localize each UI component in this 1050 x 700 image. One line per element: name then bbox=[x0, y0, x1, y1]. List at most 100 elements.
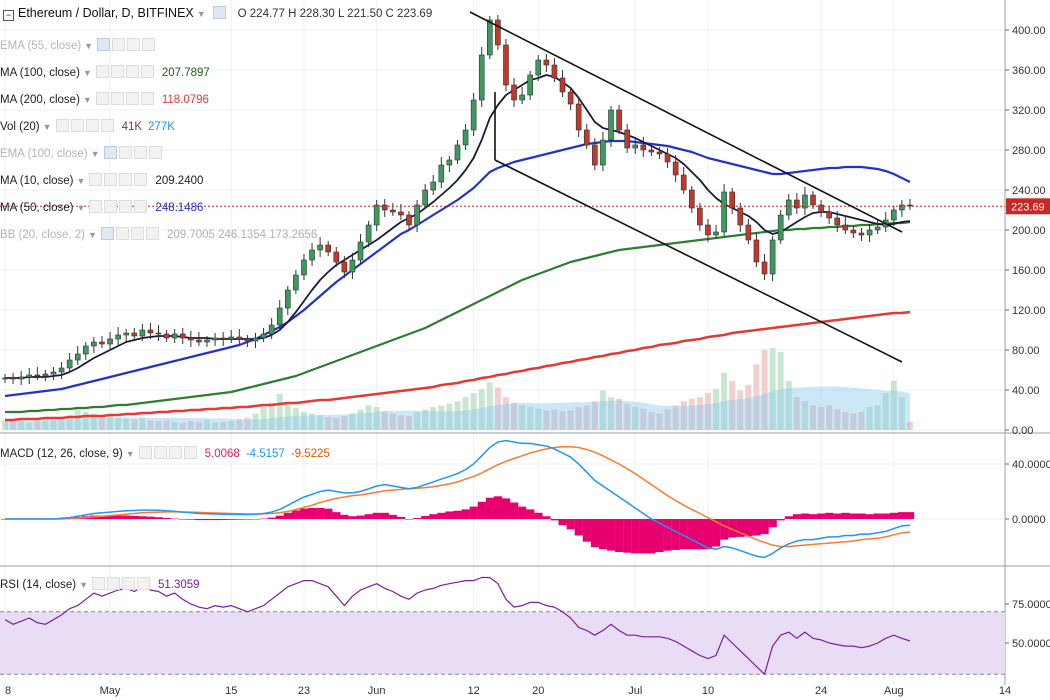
candle-body bbox=[592, 144, 598, 166]
candle-body bbox=[325, 244, 332, 253]
legend-buttons[interactable] bbox=[89, 173, 149, 190]
eye-icon[interactable] bbox=[95, 92, 109, 105]
close-icon[interactable] bbox=[136, 577, 150, 590]
close-icon[interactable] bbox=[100, 119, 114, 132]
plus-icon[interactable] bbox=[127, 38, 141, 51]
close-icon[interactable] bbox=[148, 146, 162, 159]
candle-body bbox=[890, 209, 897, 221]
settings-icon[interactable] bbox=[213, 6, 227, 19]
close-icon[interactable] bbox=[145, 227, 159, 240]
plus-icon[interactable] bbox=[119, 200, 133, 213]
legend-buttons[interactable] bbox=[95, 92, 156, 109]
candlesticks[interactable] bbox=[0, 15, 1005, 385]
eye-icon[interactable] bbox=[89, 173, 103, 186]
legend-buttons[interactable] bbox=[97, 38, 157, 55]
close-icon[interactable] bbox=[140, 92, 154, 105]
chevron-down-icon[interactable]: ▼ bbox=[196, 9, 206, 19]
legend-row-ma100[interactable]: MA (100, close) ▼ 207.7897 bbox=[0, 65, 210, 82]
settings-icon[interactable] bbox=[115, 227, 129, 240]
candle-body bbox=[721, 191, 727, 233]
legend-row-ma10[interactable]: MA (10, close) ▼ 209.2400 bbox=[0, 173, 203, 190]
chevron-down-icon[interactable]: ▼ bbox=[90, 149, 100, 159]
settings-icon[interactable] bbox=[118, 146, 132, 159]
chevron-down-icon[interactable]: ▼ bbox=[76, 203, 86, 213]
legend-row-ma50[interactable]: MA (50, close) ▼ 248.1486 bbox=[0, 200, 203, 217]
settings-icon[interactable] bbox=[112, 38, 126, 51]
settings-icon[interactable] bbox=[153, 446, 167, 459]
eye-icon[interactable] bbox=[91, 577, 105, 590]
legend-row-bb20[interactable]: BB (20, close, 2) ▼ 209.7005 246.1354 173.… bbox=[0, 227, 317, 244]
legend-buttons[interactable] bbox=[55, 119, 116, 136]
rsi-legend[interactable]: RSI (14, close) ▼ 51.3059 bbox=[0, 577, 200, 594]
macd-legend[interactable]: MACD (12, 26, close, 9) ▼ 5.0068 -4.5157 -9.… bbox=[0, 446, 330, 463]
plus-icon[interactable] bbox=[125, 65, 139, 78]
eye-icon[interactable] bbox=[100, 227, 114, 240]
title-buttons[interactable] bbox=[213, 6, 228, 22]
plus-icon[interactable] bbox=[119, 173, 133, 186]
settings-icon[interactable] bbox=[104, 200, 118, 213]
chevron-down-icon[interactable]: ▼ bbox=[82, 68, 92, 78]
plus-icon[interactable] bbox=[168, 446, 182, 459]
volume-bar bbox=[470, 393, 477, 430]
close-icon[interactable] bbox=[142, 38, 156, 51]
time-tick-label: May bbox=[100, 685, 121, 697]
chevron-down-icon[interactable]: ▼ bbox=[84, 41, 94, 51]
legend-buttons[interactable] bbox=[138, 446, 199, 463]
macd-histogram-bar bbox=[211, 519, 220, 521]
candle-body bbox=[268, 324, 275, 335]
legend-buttons[interactable] bbox=[95, 65, 156, 82]
legend-row-vol20[interactable]: Vol (20) ▼ 41K 277K bbox=[0, 119, 175, 136]
macd-histogram-bar bbox=[744, 519, 753, 537]
close-icon[interactable] bbox=[134, 173, 148, 186]
rsi-pane[interactable] bbox=[0, 576, 1005, 675]
ma200-line bbox=[5, 310, 911, 422]
chevron-down-icon[interactable]: ▼ bbox=[125, 449, 135, 459]
trend-channel-drawing[interactable] bbox=[469, 11, 903, 363]
eye-icon[interactable] bbox=[89, 200, 103, 213]
close-icon[interactable] bbox=[183, 446, 197, 459]
settings-icon[interactable] bbox=[110, 65, 124, 78]
chevron-down-icon[interactable]: ▼ bbox=[79, 580, 88, 590]
close-icon[interactable] bbox=[134, 200, 148, 213]
legend-row-ma200[interactable]: MA (200, close) ▼ 118.0796 bbox=[0, 92, 209, 109]
legend-buttons[interactable] bbox=[103, 146, 164, 163]
eye-icon[interactable] bbox=[103, 146, 117, 159]
price-axis[interactable]: 400.00 360.00 320.00 280.00 240.00 200.00 160.… bbox=[1005, 25, 1050, 650]
legend-name: MACD (12, 26, close, 9) bbox=[0, 448, 123, 460]
macd-pane[interactable] bbox=[1, 439, 915, 559]
rsi-band bbox=[0, 611, 1005, 675]
volume-bar bbox=[785, 380, 792, 430]
time-axis[interactable]: 8 May 15 23 Jun 12 20 Jul 10 24 Aug 14 bbox=[5, 685, 1011, 697]
legend-row-ema100[interactable]: EMA (100, close) ▼ bbox=[0, 146, 164, 163]
chevron-down-icon[interactable]: ▼ bbox=[76, 176, 86, 186]
plus-icon[interactable] bbox=[130, 227, 144, 240]
legend-buttons[interactable] bbox=[100, 227, 161, 244]
candle-body bbox=[83, 345, 89, 355]
settings-icon[interactable] bbox=[70, 119, 84, 132]
plus-icon[interactable] bbox=[125, 92, 139, 105]
macd-histogram-bar bbox=[372, 512, 381, 519]
chevron-down-icon[interactable]: ▼ bbox=[82, 95, 92, 105]
close-icon[interactable] bbox=[140, 65, 154, 78]
symbol-title[interactable]: − Ethereum / Dollar, D, BITFINEX ▼ O 224.7… bbox=[0, 6, 432, 22]
volume-bar bbox=[179, 422, 186, 430]
legend-buttons[interactable] bbox=[91, 577, 152, 594]
chevron-down-icon[interactable]: ▼ bbox=[88, 230, 97, 240]
settings-icon[interactable] bbox=[106, 577, 120, 590]
chevron-down-icon[interactable]: ▼ bbox=[42, 122, 52, 132]
eye-icon[interactable] bbox=[97, 38, 111, 51]
eye-icon[interactable] bbox=[138, 446, 152, 459]
volume-bar bbox=[640, 408, 647, 430]
collapse-icon[interactable]: − bbox=[3, 10, 14, 21]
legend-row-ema55[interactable]: EMA (55, close) ▼ bbox=[0, 38, 157, 55]
macd-histogram-bar bbox=[332, 512, 341, 519]
plus-icon[interactable] bbox=[133, 146, 147, 159]
eye-icon[interactable] bbox=[55, 119, 69, 132]
legend-buttons[interactable] bbox=[89, 200, 149, 217]
settings-icon[interactable] bbox=[104, 173, 118, 186]
plus-icon[interactable] bbox=[85, 119, 99, 132]
plus-icon[interactable] bbox=[121, 577, 135, 590]
eye-icon[interactable] bbox=[95, 65, 109, 78]
settings-icon[interactable] bbox=[110, 92, 124, 105]
